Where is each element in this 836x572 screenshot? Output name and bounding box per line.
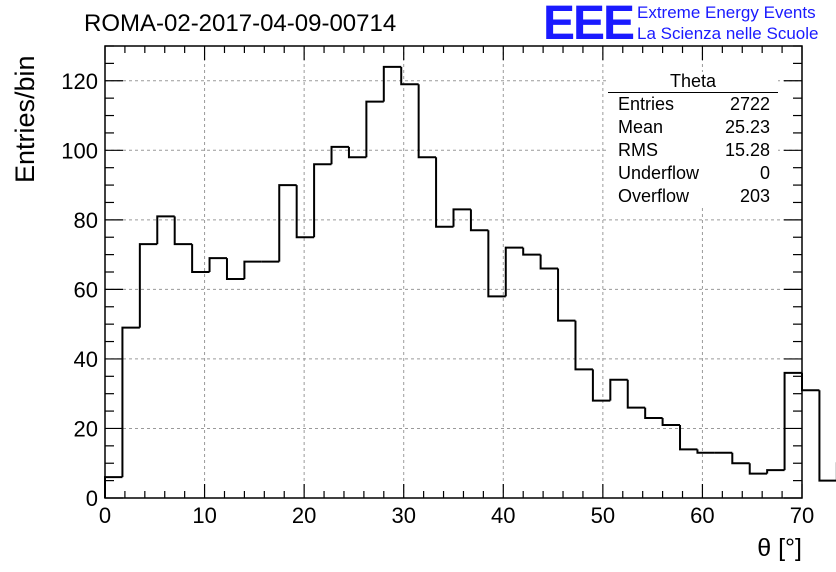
stats-row: Overflow 203 (608, 185, 778, 208)
stats-row: Underflow 0 (608, 162, 778, 185)
y-tick-label: 100 (61, 138, 98, 163)
stats-row-label: Overflow (618, 186, 690, 206)
histogram-bin (818, 390, 836, 482)
histogram-bin (766, 469, 785, 474)
y-tick-label: 0 (86, 486, 98, 511)
stats-row: Mean 25.23 (608, 116, 778, 139)
stats-row-value: 25.23 (724, 117, 770, 137)
stats-row-label: Underflow (618, 163, 700, 183)
histogram-bin (138, 243, 158, 328)
histogram-bin (801, 372, 820, 392)
stats-row-value: 0 (759, 163, 770, 183)
histogram-bin (121, 326, 140, 478)
histogram-bin (783, 371, 802, 471)
histogram-bin (504, 246, 524, 297)
histogram-bin (591, 369, 611, 402)
histogram-bin (487, 230, 506, 298)
histogram-bin (295, 185, 315, 239)
y-tick-label: 60 (74, 277, 98, 302)
histogram-bin (574, 320, 593, 371)
x-tick-label: 40 (491, 503, 515, 528)
histogram-bin (679, 424, 698, 451)
stats-row-label: Entries (618, 94, 675, 114)
stats-box: Theta Entries 2722 Mean 25.23 RMS 15.28 Underf… (608, 72, 778, 208)
histogram-bin (522, 247, 541, 256)
x-tick-label: 20 (292, 503, 316, 528)
histogram-bin (400, 66, 419, 86)
y-tick-label: 20 (74, 416, 98, 441)
org-name-line1: Extreme Energy Events (637, 3, 816, 22)
chart-title: ROMA-02-2017-04-09-00714 (84, 10, 397, 37)
eee-logo: EEE (543, 0, 635, 50)
stats-row-value: 15.28 (724, 140, 770, 160)
org-name-line2: La Scienza nelle Scuole (637, 24, 819, 43)
histogram-bin (539, 254, 559, 270)
histogram-bin (382, 65, 402, 102)
histogram-bin (452, 208, 471, 227)
stats-row-value: 2722 (729, 94, 770, 114)
histogram-bin (417, 84, 437, 159)
y-axis-label: Entries/bin (10, 55, 40, 183)
histogram-bin (557, 268, 576, 322)
histogram-bin (191, 244, 210, 273)
y-tick-label: 80 (74, 208, 98, 233)
histogram-bin (208, 257, 227, 272)
x-tick-label: 50 (591, 503, 615, 528)
histogram-bin (696, 449, 715, 454)
histogram-bin (225, 258, 245, 280)
y-tick-label: 120 (61, 69, 98, 94)
histogram-bin (644, 407, 663, 420)
histogram-bin (278, 184, 297, 262)
histogram-bin (313, 163, 332, 238)
x-tick-label: 70 (790, 503, 814, 528)
histogram-bin (469, 209, 489, 232)
histogram-bin (156, 215, 175, 245)
x-tick-label: 60 (690, 503, 714, 528)
x-tick-label: 30 (391, 503, 415, 528)
histogram-bin (330, 145, 349, 165)
histogram-bin (365, 100, 384, 158)
histogram-bin (435, 157, 454, 228)
histogram-bin (731, 452, 750, 465)
histogram-bin (173, 216, 193, 246)
histogram-bin (626, 379, 646, 409)
histogram-bin (609, 378, 628, 401)
stats-row: RMS 15.28 (608, 139, 778, 162)
histogram-bin (243, 260, 262, 279)
histogram-bin (661, 418, 681, 426)
y-tick-label: 40 (74, 347, 98, 372)
x-axis-label: θ [°] (757, 534, 802, 562)
histogram-bin (748, 463, 768, 475)
x-tick-label: 10 (192, 503, 216, 528)
stats-box-title: Theta (608, 72, 778, 93)
histogram-bin (347, 146, 367, 159)
stats-row-label: RMS (618, 140, 658, 160)
x-tick-label: 0 (99, 503, 111, 528)
stats-row-value: 203 (739, 186, 770, 206)
stats-row-label: Mean (618, 117, 664, 137)
stats-row: Entries 2722 (608, 93, 778, 116)
